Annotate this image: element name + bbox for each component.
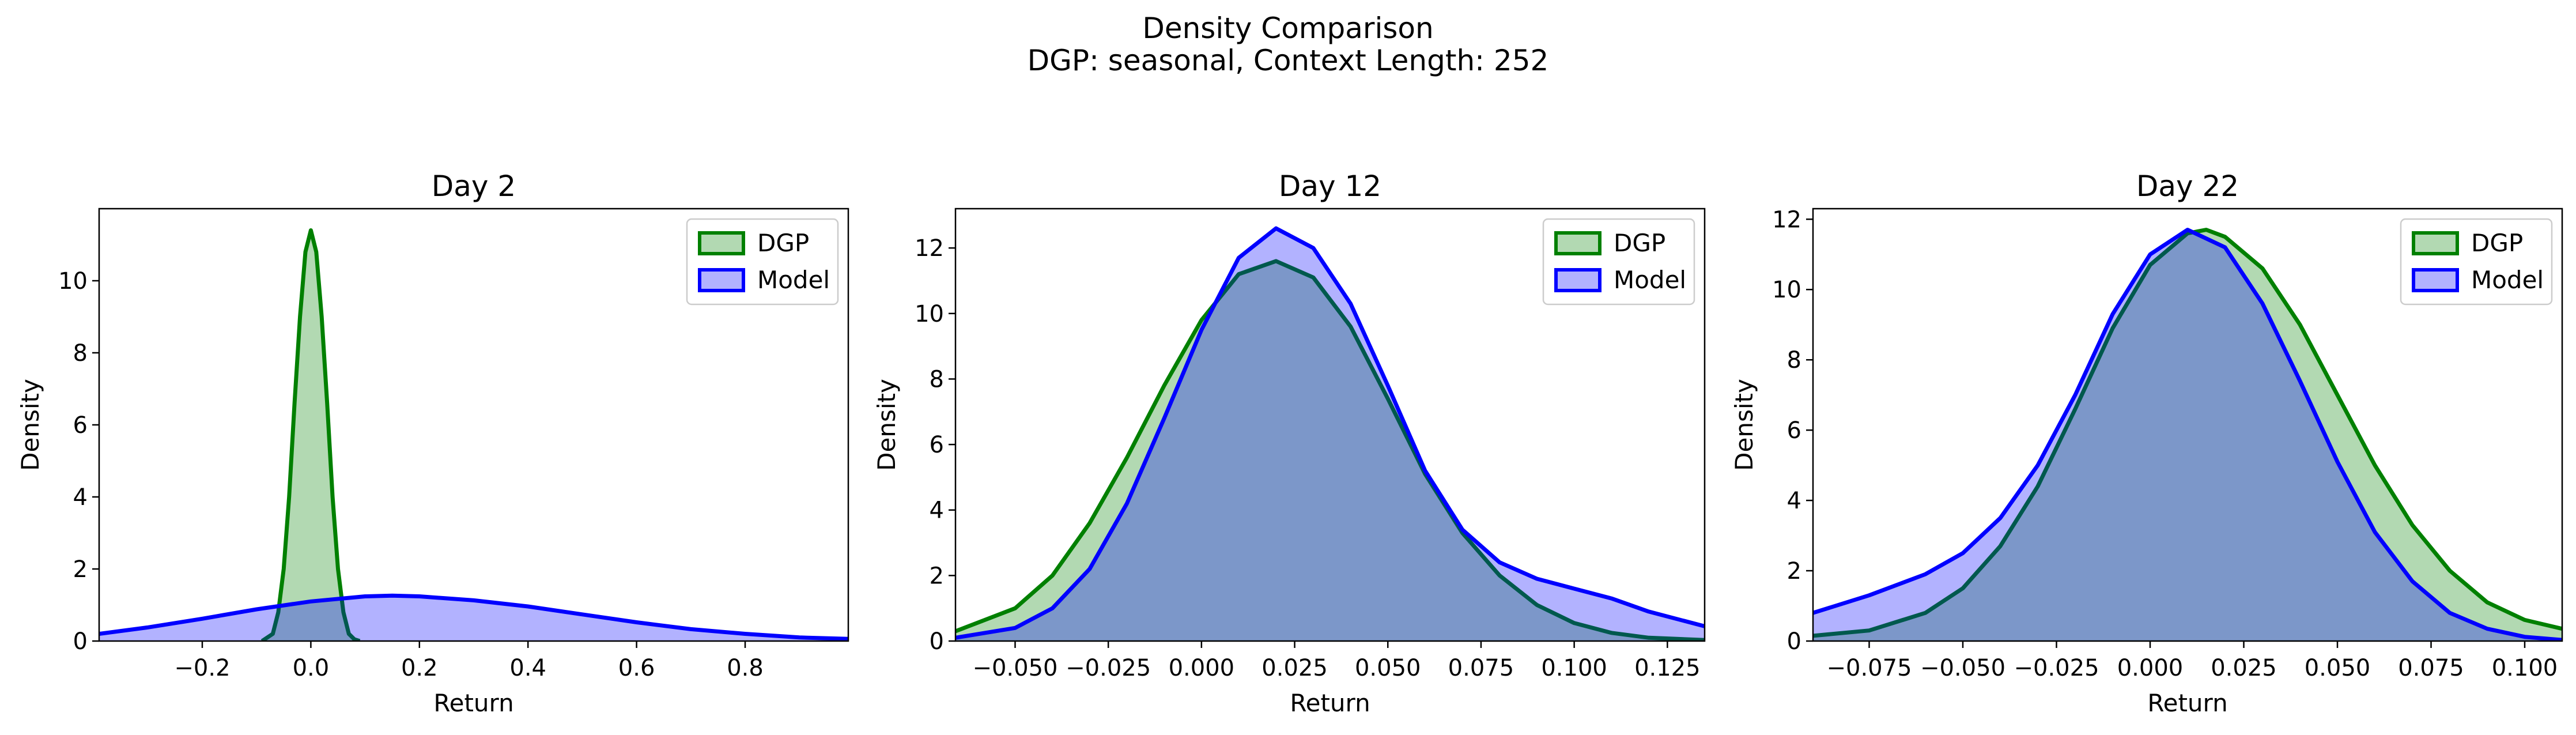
- y-tick-label: 0: [73, 628, 88, 655]
- figure-suptitle-line1: Density Comparison: [1142, 12, 1433, 45]
- subplot-title: Day 12: [1279, 169, 1381, 203]
- y-tick-label: 10: [915, 301, 944, 327]
- x-tick-label: 0.2: [401, 655, 438, 681]
- plot-area: [99, 228, 848, 641]
- x-tick-label: −0.050: [1920, 655, 2005, 681]
- axes-frame: [954, 208, 1706, 642]
- y-tick-label: 4: [1787, 488, 1801, 514]
- series-dgp-line: [955, 259, 1705, 641]
- subplot-2: Day 12 −0.050 −0.025 0.000 0.025 0.050 0.075 0.…: [872, 169, 1706, 717]
- x-tick-label: 0.025: [2211, 655, 2277, 681]
- y-tick-label: 2: [73, 556, 88, 583]
- x-axis-label: Return: [1290, 689, 1370, 717]
- subplot-title: Day 22: [2136, 169, 2239, 203]
- y-axis-label: Density: [872, 379, 901, 471]
- y-tick-label: 12: [915, 235, 944, 262]
- y-axis-label: Density: [16, 379, 44, 471]
- x-tick-label: −0.2: [174, 655, 230, 681]
- x-tick-label: 0.050: [1355, 655, 1421, 681]
- x-tick-label: 0.8: [727, 655, 764, 681]
- x-tick-label: 0.0: [293, 655, 330, 681]
- legend: DGP Model: [2400, 218, 2553, 306]
- figure-suptitle-line2: DGP: seasonal, Context Length: 252: [1028, 44, 1549, 77]
- legend-swatch-dgp: [698, 231, 745, 255]
- y-tick-label: 4: [73, 484, 88, 511]
- y-axis-label: Density: [1730, 379, 1758, 471]
- y-tick-label: 8: [73, 340, 88, 367]
- y-tick-label: 6: [73, 412, 88, 439]
- legend-box: [2400, 218, 2553, 306]
- x-tick-label: 0.050: [2305, 655, 2371, 681]
- legend-label-dgp: DGP: [757, 229, 809, 257]
- x-tick-label: 0.075: [2398, 655, 2464, 681]
- legend-box: [1542, 218, 1695, 306]
- legend-swatch-dgp: [1554, 231, 1601, 255]
- legend: DGP Model: [686, 218, 839, 306]
- subplot-1: Day 2 −0.2 0.0 0.2 0.4 0.6 0.8 0 2 4 6 8 10 Return Den…: [16, 169, 849, 717]
- legend-swatch-dgp: [2412, 231, 2459, 255]
- subplot-title: Day 2: [432, 169, 516, 203]
- plot-area: [955, 226, 1705, 641]
- legend-box: [686, 218, 839, 306]
- x-tick-label: 0.025: [1261, 655, 1328, 681]
- series-dgp-line: [1813, 228, 2562, 638]
- legend-label-dgp: DGP: [1614, 229, 1665, 257]
- axes-frame: [1812, 208, 2563, 642]
- subplot-3: Day 22 −0.075 −0.050 −0.025 0.000 0.025 0.050 0…: [1730, 169, 2563, 717]
- x-tick-label: 0.000: [2117, 655, 2184, 681]
- x-tick-label: 0.6: [618, 655, 655, 681]
- legend-label-model: Model: [2471, 266, 2544, 294]
- x-tick-label: −0.025: [2014, 655, 2099, 681]
- x-tick-label: 0.075: [1448, 655, 1514, 681]
- x-tick-label: −0.050: [972, 655, 1057, 681]
- x-tick-label: 0.000: [1169, 655, 1235, 681]
- series-dgp-area: [955, 261, 1705, 641]
- y-tick-label: 4: [930, 497, 944, 524]
- x-axis-label: Return: [2147, 689, 2227, 717]
- subplots: Day 2 −0.2 0.0 0.2 0.4 0.6 0.8 0 2 4 6 8 10 Return Den…: [16, 169, 2563, 717]
- x-axis-label: Return: [433, 689, 513, 717]
- series-dgp-area: [1813, 229, 2562, 641]
- x-tick-label: −0.075: [1826, 655, 1912, 681]
- x-tick-label: 0.4: [509, 655, 546, 681]
- y-tick-label: 2: [930, 563, 944, 589]
- series-dgp-line: [260, 228, 361, 641]
- y-tick-label: 6: [1787, 417, 1801, 444]
- legend-label-dgp: DGP: [2471, 229, 2523, 257]
- legend-label-model: Model: [757, 266, 830, 294]
- x-tick-label: 0.100: [2492, 655, 2558, 681]
- series-model-line: [99, 593, 848, 641]
- x-tick-label: −0.025: [1066, 655, 1151, 681]
- series-model-line: [1813, 228, 2562, 641]
- x-tick-label: 0.100: [1541, 655, 1607, 681]
- y-tick-label: 0: [1787, 628, 1801, 655]
- legend: DGP Model: [1542, 218, 1695, 306]
- y-tick-label: 10: [58, 268, 88, 295]
- y-tick-label: 10: [1772, 277, 1801, 303]
- y-tick-label: 8: [1787, 347, 1801, 374]
- legend-swatch-model: [698, 268, 745, 292]
- series-model-line: [955, 226, 1705, 640]
- plot-area: [1813, 228, 2562, 641]
- legend-swatch-model: [2412, 268, 2459, 292]
- x-tick-label: 0.125: [1634, 655, 1701, 681]
- series-model-area: [1813, 229, 2562, 641]
- y-tick-label: 0: [930, 628, 944, 655]
- series-model-area: [955, 228, 1705, 641]
- legend-swatch-model: [1554, 268, 1601, 292]
- legend-label-model: Model: [1614, 266, 1686, 294]
- y-tick-label: 8: [930, 366, 944, 393]
- y-tick-label: 2: [1787, 558, 1801, 585]
- y-tick-label: 6: [930, 432, 944, 458]
- y-tick-label: 12: [1772, 206, 1801, 233]
